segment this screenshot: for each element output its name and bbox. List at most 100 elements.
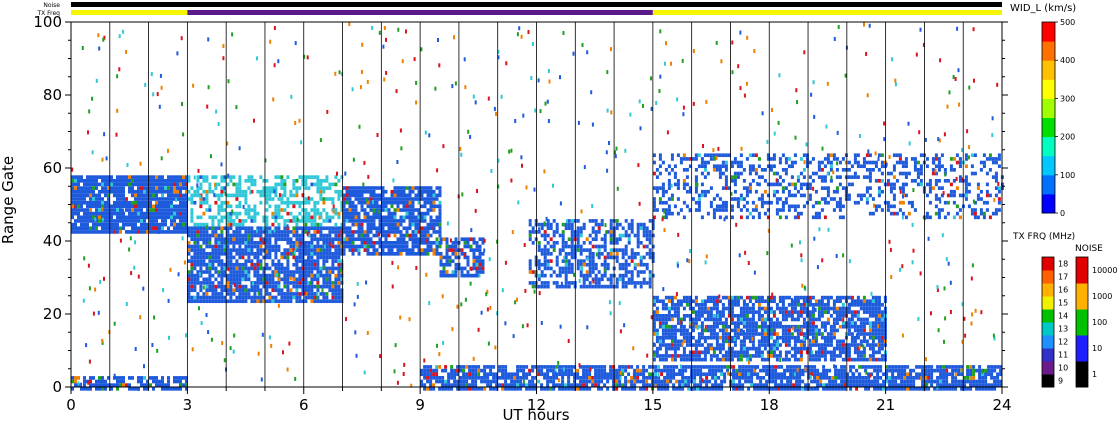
echo-cell — [618, 237, 622, 242]
echo-cell — [739, 171, 743, 176]
echo-cell — [703, 339, 707, 344]
echo-cell — [220, 230, 224, 234]
echo-cell — [310, 266, 314, 271]
echo-cell — [781, 295, 785, 300]
echo-cell — [832, 335, 836, 340]
echo-cell — [313, 248, 317, 252]
echo-cell — [877, 335, 881, 340]
echo-cell — [322, 262, 326, 267]
echo-cell — [268, 186, 272, 190]
echo-cell — [826, 200, 830, 205]
echo-cell — [149, 200, 152, 205]
echo-cell — [516, 383, 520, 387]
echo-cell — [316, 182, 320, 187]
echo-cell — [670, 306, 674, 311]
echo-cell — [787, 357, 791, 362]
echo-cell — [970, 208, 974, 212]
echo-cell — [820, 324, 824, 329]
echo-cell — [793, 354, 797, 358]
echo-cell — [682, 200, 686, 205]
echo-cell — [814, 339, 818, 344]
echo-cell — [86, 215, 89, 220]
echo-cell — [976, 186, 980, 190]
echo-cell — [802, 343, 806, 347]
echo-cell — [408, 237, 412, 242]
echo-cell — [871, 160, 875, 165]
echo-cell — [384, 204, 388, 209]
echo-cell — [244, 284, 248, 289]
echo-cell — [829, 350, 833, 355]
echo-cell — [952, 157, 956, 161]
echo-cell — [289, 288, 293, 293]
echo-cell — [817, 306, 821, 311]
echo-cell — [844, 314, 848, 318]
echo-cell — [772, 314, 776, 318]
echo-cell — [304, 277, 308, 282]
echo-cell — [414, 226, 418, 231]
echo-cell — [570, 270, 574, 274]
echo-cell — [564, 255, 568, 260]
echo-cell — [576, 248, 580, 252]
echo-cell — [648, 281, 652, 285]
echo-cell — [991, 175, 995, 179]
echo-cell — [856, 317, 860, 322]
echo-cell — [262, 277, 266, 282]
echo-cell — [289, 244, 293, 249]
echo-cell — [244, 208, 248, 212]
echo-cell — [630, 222, 634, 227]
echo-cell — [250, 288, 254, 293]
echo-cell — [208, 255, 212, 260]
echo-cell — [648, 284, 652, 289]
echo-cell — [325, 175, 329, 179]
echo-cell — [435, 204, 439, 209]
echo-cell — [268, 273, 272, 278]
echo-cell — [775, 335, 779, 340]
echo-cell — [775, 324, 779, 329]
echo-cell — [190, 197, 194, 201]
echo-cell — [205, 197, 209, 201]
echo-cell — [793, 335, 797, 340]
echo-cell — [196, 270, 200, 274]
echo-cell — [844, 346, 848, 351]
echo-cell — [442, 237, 446, 242]
echo-cell — [375, 233, 379, 238]
echo-cell — [116, 189, 119, 194]
echo-cell — [274, 295, 278, 300]
echo-cell — [985, 200, 989, 205]
echo-cell — [673, 175, 677, 179]
echo-cell — [149, 230, 152, 234]
echo-cell — [835, 168, 839, 172]
echo-cell — [561, 244, 565, 249]
echo-cell — [155, 222, 158, 227]
echo-cell — [283, 226, 287, 231]
echo-cell — [763, 200, 767, 205]
echo-cell — [682, 179, 686, 183]
echo-cell — [220, 259, 224, 263]
echo-cell — [408, 186, 412, 190]
echo-cell — [292, 200, 296, 205]
echo-cell — [292, 273, 296, 278]
echo-cell — [271, 215, 275, 220]
echo-cell — [265, 208, 269, 212]
echo-cell — [119, 186, 122, 190]
echo-cell — [435, 372, 439, 377]
echo-cell — [862, 175, 866, 179]
echo-cell — [179, 219, 182, 223]
echo-cell — [357, 219, 361, 223]
echo-cell — [319, 244, 323, 249]
echo-cell — [307, 288, 311, 293]
echo-cell — [655, 346, 659, 351]
echo-cell — [95, 204, 98, 209]
echo-cell — [724, 306, 728, 311]
echo-cell — [543, 365, 547, 369]
echo-cell — [289, 292, 293, 296]
echo-cell — [354, 222, 358, 227]
echo-cell — [477, 376, 481, 380]
echo-cell — [700, 324, 704, 329]
echo-cell — [597, 270, 601, 274]
echo-cell — [766, 193, 770, 198]
echo-cell — [546, 252, 550, 256]
echo-cell — [363, 189, 367, 194]
echo-cell — [190, 186, 194, 190]
echo-cell — [128, 211, 131, 216]
